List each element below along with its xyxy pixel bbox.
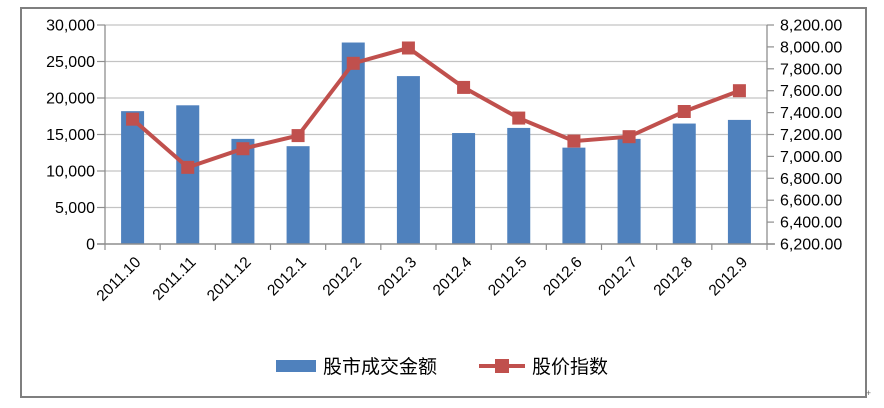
- resize-handle-artifact: +: [865, 388, 871, 398]
- legend-item-line-series: 股价指数: [479, 352, 608, 379]
- line-marker-2011.10: [126, 112, 140, 126]
- bar-2012.5: [507, 127, 531, 244]
- line-series: [131, 45, 741, 170]
- legend-square-marker-icon: [495, 358, 509, 373]
- left-axis-tick-label: 15,000: [46, 127, 95, 144]
- bar-2012.4: [452, 133, 476, 244]
- right-axis-tick-label: 8,200.00: [780, 18, 842, 35]
- line-marker-2012.9: [732, 84, 746, 98]
- right-axis-tick-label: 7,400.00: [780, 105, 842, 122]
- x-axis-tick-label: 2012.5: [485, 254, 531, 300]
- right-axis-tick-label: 7,600.00: [780, 83, 842, 100]
- line-marker-2012.4: [457, 80, 471, 94]
- bar-2012.2: [341, 42, 365, 244]
- line-marker-2012.7: [622, 130, 636, 144]
- bar-2011.12: [231, 138, 255, 244]
- x-axis-tick-label: 2012.2: [320, 254, 366, 300]
- line-marker-2011.11: [181, 160, 195, 174]
- legend-label-line-series: 股价指数: [532, 357, 609, 378]
- x-axis-tick-label: 2011.10: [94, 254, 145, 305]
- right-axis-tick-label: 8,000.00: [780, 39, 842, 56]
- right-axis-tick-label: 6,200.00: [780, 237, 842, 254]
- x-axis-tick-label: 2012.3: [375, 254, 421, 300]
- bar-2012.9: [727, 119, 751, 244]
- x-axis-tick-label: 2011.11: [150, 254, 200, 304]
- line-marker-2012.8: [677, 105, 691, 119]
- x-axis-tick-label: 2012.7: [595, 254, 641, 300]
- line-marker-2012.2: [346, 56, 360, 70]
- line-marker-2012.6: [567, 134, 581, 148]
- left-axis-tick-label: 30,000: [46, 18, 95, 35]
- x-axis-tick-label: 2011.12: [204, 254, 255, 305]
- bar-2012.3: [396, 76, 420, 244]
- x-axis-tick-label: 2012.9: [706, 254, 752, 300]
- right-axis-tick-label: 6,600.00: [780, 193, 842, 210]
- line-marker-2012.1: [291, 129, 305, 143]
- right-axis-tick-label: 7,000.00: [780, 149, 842, 166]
- line-marker-2012.3: [401, 41, 415, 55]
- right-axis-tick-label: 6,800.00: [780, 171, 842, 188]
- line-marker-2012.5: [512, 111, 526, 125]
- left-axis-tick-label: 20,000: [46, 91, 95, 108]
- right-axis-tick-label: 6,400.00: [780, 215, 842, 232]
- bar-2011.10: [121, 111, 145, 244]
- x-axis-tick-label: 2012.4: [430, 254, 476, 300]
- left-axis-tick-label: 10,000: [46, 164, 95, 181]
- bar-series-swatch: [275, 359, 316, 372]
- line-series-swatch: [479, 358, 525, 373]
- x-axis-tick-label: 2012.6: [540, 254, 586, 300]
- line-marker-2011.12: [236, 142, 250, 156]
- legend-label-bar-series: 股市成交金额: [322, 357, 437, 378]
- bar-2012.6: [562, 147, 586, 244]
- bar-2012.1: [286, 146, 310, 244]
- bar-2012.7: [617, 138, 641, 244]
- right-axis-tick-label: 7,800.00: [780, 61, 842, 78]
- legend-item-bar-series: 股市成交金额: [275, 352, 437, 379]
- left-axis-tick-label: 25,000: [46, 54, 95, 71]
- bar-2011.11: [176, 105, 200, 244]
- left-axis-tick-label: 5,000: [55, 200, 95, 217]
- chart-legend: 股市成交金额 股价指数: [0, 352, 884, 379]
- x-axis-tick-label: 2012.1: [264, 254, 310, 300]
- x-axis-tick-label: 2012.8: [651, 254, 697, 300]
- bar-2012.8: [672, 123, 696, 244]
- right-axis-tick-label: 7,200.00: [780, 127, 842, 144]
- left-axis-tick-label: 0: [86, 237, 95, 254]
